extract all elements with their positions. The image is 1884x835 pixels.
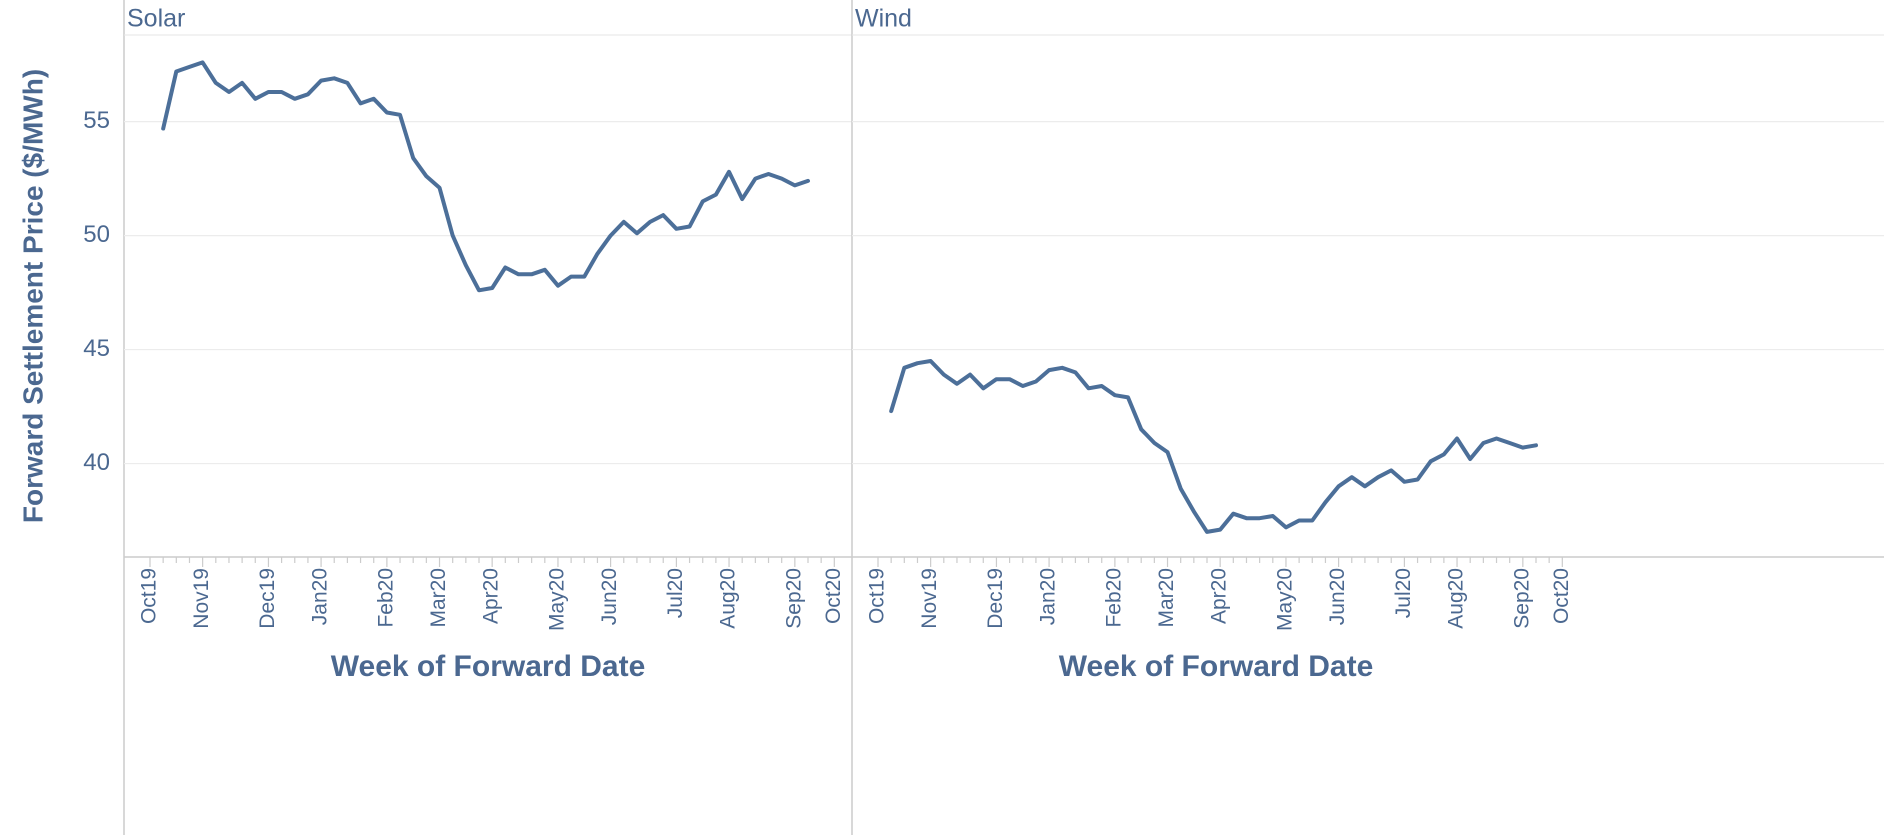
x-tick-label: Mar20 (1155, 568, 1178, 628)
x-tick-label: Oct20 (1550, 568, 1573, 624)
x-axis-label: Week of Forward Date (331, 650, 646, 683)
y-axis-label: Forward Settlement Price ($/MWh) (17, 69, 48, 523)
x-tick-label: Aug20 (717, 568, 740, 629)
x-tick-label: Feb20 (374, 568, 397, 628)
x-tick-label: Jan20 (1037, 568, 1060, 625)
x-tick-label: Jul20 (1392, 568, 1415, 618)
y-tick-label: 40 (83, 449, 110, 476)
y-tick-label: 55 (83, 107, 110, 134)
x-tick-label: Jul20 (664, 568, 687, 618)
x-tick-label: Mar20 (427, 568, 450, 628)
panel-title: Wind (855, 5, 912, 33)
x-tick-label: Sep20 (1510, 568, 1533, 629)
series-line (161, 60, 810, 293)
x-tick-label: Oct20 (822, 568, 845, 624)
y-tick-label: 50 (83, 221, 110, 248)
series-line (889, 359, 1538, 534)
x-tick-label: Oct19 (138, 568, 161, 624)
x-tick-label: Apr20 (480, 568, 503, 624)
x-tick-label: Aug20 (1445, 568, 1468, 629)
x-tick-label: Feb20 (1102, 568, 1125, 628)
x-tick-label: Jun20 (598, 568, 621, 625)
x-tick-label: May20 (1274, 568, 1297, 631)
x-tick-label: Sep20 (782, 568, 805, 629)
x-tick-label: Apr20 (1208, 568, 1231, 624)
x-tick-label: Dec19 (984, 568, 1007, 629)
x-tick-label: Nov19 (918, 568, 941, 629)
x-tick-label: Jan20 (309, 568, 332, 625)
x-axis-label: Week of Forward Date (1059, 650, 1374, 683)
x-tick-label: Oct19 (866, 568, 889, 624)
x-tick-label: Jun20 (1326, 568, 1349, 625)
y-tick-label: 45 (83, 335, 110, 362)
x-tick-label: Dec19 (256, 568, 279, 629)
panel-title: Solar (127, 5, 185, 33)
x-tick-label: Nov19 (190, 568, 213, 629)
x-tick-label: May20 (546, 568, 569, 631)
